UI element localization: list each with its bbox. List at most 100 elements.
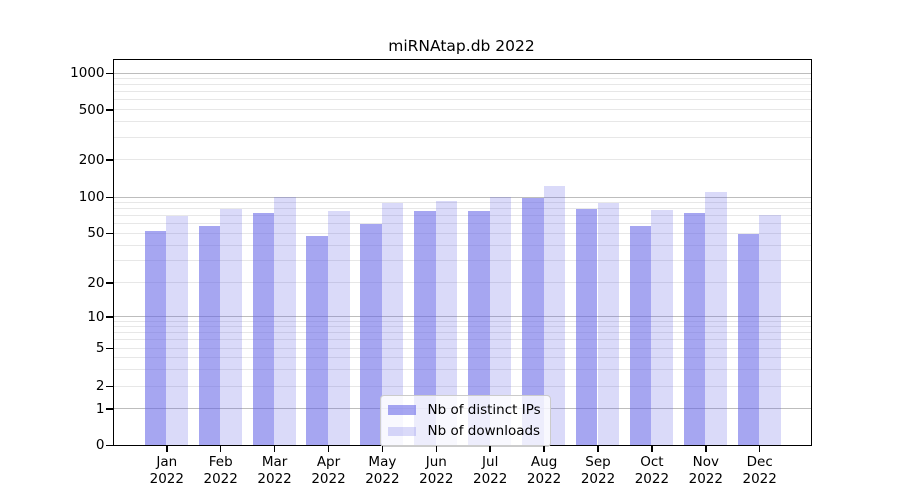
bar-distinct-ips [144,230,167,445]
y-gridline-minor [114,84,811,86]
y-gridline-minor [114,339,811,341]
y-tick [105,408,114,410]
y-tick [105,109,114,111]
bar-distinct-ips [629,226,652,445]
y-gridline-minor [114,121,811,123]
x-tick-label: Nov 2022 [688,453,723,488]
legend-swatch-distinct-ips [387,405,416,415]
bar-distinct-ips [360,223,382,445]
legend-swatch-downloads [387,426,416,436]
y-gridline-minor [114,347,811,349]
y-gridline-major [114,72,811,74]
y-gridline-minor [114,99,811,101]
x-tick [381,445,384,452]
y-gridline-minor [114,159,811,160]
y-gridline-minor [114,385,811,387]
y-gridline-minor [114,109,811,110]
y-gridline-minor [114,208,811,210]
y-gridline-minor [114,223,811,225]
x-tick [705,445,707,452]
x-tick [219,445,222,452]
legend: Nb of distinct IPs Nb of downloads [379,394,551,447]
page-title: miRNAtap.db 2022 [388,37,535,55]
x-tick-label: Feb 2022 [203,453,238,488]
y-tick-label: 1000 [70,65,105,81]
x-tick-label: Sep 2022 [580,453,616,488]
y-tick [105,196,114,199]
x-tick [327,445,330,452]
legend-label: Nb of downloads [427,423,541,440]
y-tick-label: 10 [87,308,105,325]
legend-item-downloads: Nb of downloads [387,422,541,441]
x-tick [273,445,276,452]
y-tick-label: 5 [95,340,105,356]
x-tick [597,445,599,452]
y-tick-label: 500 [78,101,105,118]
y-gridline-minor [114,320,811,322]
bar-downloads [328,210,350,445]
y-tick [105,385,114,388]
y-gridline-minor [114,282,811,283]
y-tick [105,159,114,161]
bar-distinct-ips [468,211,490,445]
y-gridline-minor [114,356,811,358]
bar-downloads [651,209,673,445]
y-gridline-minor [114,201,811,203]
y-gridline-minor [114,91,811,93]
y-tick [105,232,114,235]
x-tick [651,445,653,452]
y-gridline-minor [114,326,811,328]
bar-distinct-ips [198,226,221,445]
y-gridline-minor [114,368,811,370]
x-tick [435,445,438,452]
y-tick [105,347,114,350]
legend-label: Nb of distinct IPs [427,401,541,418]
bar-downloads [435,201,458,445]
y-tick [105,282,114,284]
axes-layer: Nb of distinct IPs Nb of downloads 0 1 2 5 1… [70,61,812,487]
y-gridline-major [114,316,811,317]
bar-downloads [543,185,566,445]
bar-distinct-ips [683,212,706,445]
bar-distinct-ips [575,208,598,445]
x-tick-label: Dec 2022 [742,453,777,488]
bar-downloads [489,197,512,445]
y-tick-label: 2 [95,378,105,394]
x-tick [166,445,168,452]
legend-item-distinct-ips: Nb of distinct IPs [387,401,541,420]
x-tick-label: Oct 2022 [634,453,670,488]
y-tick-label: 100 [78,189,105,205]
bar-downloads [705,191,727,445]
bar-downloads [759,214,781,445]
bar-downloads [166,215,188,445]
bar-distinct-ips [252,213,275,445]
x-tick-label: May 2022 [365,453,400,488]
y-gridline-minor [114,332,811,334]
y-gridline-major [114,196,811,198]
y-gridline-minor [114,136,811,138]
bar-distinct-ips [522,198,544,445]
bar-downloads [597,203,620,445]
y-gridline-minor [114,215,811,217]
y-tick-label: 20 [87,274,105,291]
x-tick-label: Jul 2022 [473,453,508,488]
y-gridline-minor [114,260,811,262]
bar-downloads [220,208,242,445]
y-tick-label: 1 [95,400,105,417]
y-gridline-minor [114,78,811,80]
x-tick [543,445,545,452]
x-tick-label: Aug 2022 [526,453,562,488]
bar-downloads [381,203,404,445]
y-tick-label: 0 [95,437,105,453]
bar-distinct-ips [414,211,436,445]
y-tick-label: 50 [87,225,105,241]
y-gridline-minor [114,244,811,246]
x-tick [489,445,491,452]
bar-distinct-ips [737,234,760,445]
y-tick-label: 200 [78,151,105,168]
y-gridline-minor [114,232,811,234]
y-tick [105,72,114,75]
x-tick-label: Mar 2022 [257,453,292,488]
x-tick-label: Jun 2022 [419,453,454,488]
